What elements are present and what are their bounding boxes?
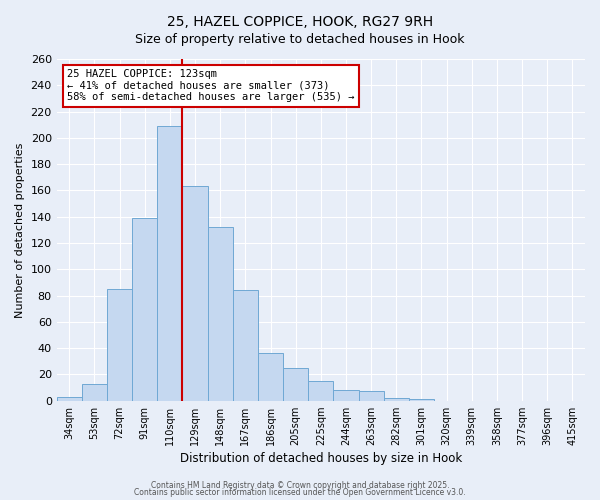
Bar — [258, 354, 283, 401]
Bar — [157, 126, 182, 400]
Bar — [233, 290, 258, 401]
Text: Contains public sector information licensed under the Open Government Licence v3: Contains public sector information licen… — [134, 488, 466, 497]
Bar — [384, 398, 409, 400]
Bar — [334, 390, 359, 400]
Text: 25 HAZEL COPPICE: 123sqm
← 41% of detached houses are smaller (373)
58% of semi-: 25 HAZEL COPPICE: 123sqm ← 41% of detach… — [67, 70, 355, 102]
Bar — [182, 186, 208, 400]
Bar — [208, 227, 233, 400]
Bar — [56, 397, 82, 400]
Text: Size of property relative to detached houses in Hook: Size of property relative to detached ho… — [135, 32, 465, 46]
Text: Contains HM Land Registry data © Crown copyright and database right 2025.: Contains HM Land Registry data © Crown c… — [151, 480, 449, 490]
Y-axis label: Number of detached properties: Number of detached properties — [15, 142, 25, 318]
Bar — [107, 289, 132, 401]
Bar — [359, 392, 384, 400]
X-axis label: Distribution of detached houses by size in Hook: Distribution of detached houses by size … — [180, 452, 462, 465]
Text: 25, HAZEL COPPICE, HOOK, RG27 9RH: 25, HAZEL COPPICE, HOOK, RG27 9RH — [167, 15, 433, 29]
Bar — [308, 381, 334, 400]
Bar — [283, 368, 308, 400]
Bar — [132, 218, 157, 400]
Bar — [82, 384, 107, 400]
